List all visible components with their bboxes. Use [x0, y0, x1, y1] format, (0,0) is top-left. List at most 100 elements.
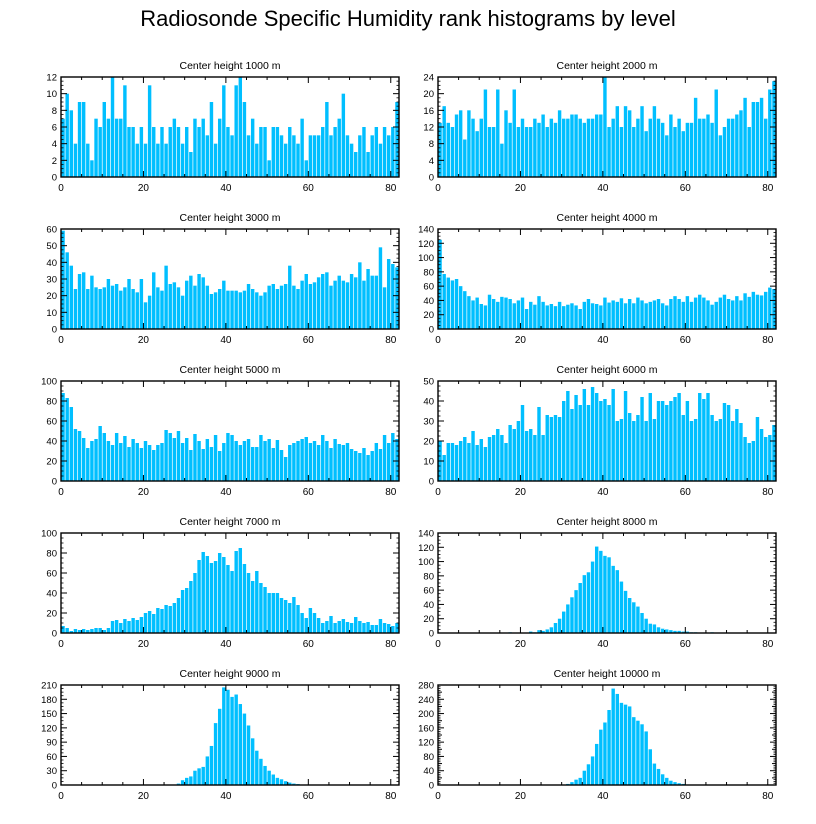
histogram-bar — [450, 127, 455, 177]
histogram-bar — [607, 127, 611, 177]
histogram-bar — [378, 247, 383, 329]
histogram-bar — [164, 143, 168, 177]
histogram-bar — [349, 143, 354, 177]
x-tick-label: 40 — [220, 487, 232, 498]
histogram-bar — [520, 405, 525, 481]
histogram-bar — [483, 447, 488, 481]
histogram-bar — [648, 623, 652, 633]
histogram-bar — [292, 783, 296, 785]
histogram-bar — [681, 631, 685, 633]
y-tick-label: 16 — [423, 106, 434, 117]
histogram-bar — [660, 401, 665, 481]
x-tick-label: 0 — [58, 791, 64, 802]
histogram-bar — [768, 89, 772, 177]
histogram-bar — [217, 289, 222, 329]
histogram-bar — [304, 618, 308, 633]
histogram-bar — [772, 289, 776, 329]
histogram-bar — [549, 304, 554, 329]
histogram-bar — [442, 274, 446, 329]
histogram-bar — [718, 135, 723, 177]
x-tick-label: 60 — [680, 639, 692, 650]
histogram-bar — [374, 625, 379, 633]
histogram-bar — [553, 306, 558, 329]
histogram-bar — [739, 110, 743, 177]
histogram-bar — [147, 295, 152, 329]
histogram-bar — [185, 127, 189, 177]
histogram-bar — [562, 306, 566, 329]
histogram-bar — [656, 768, 661, 785]
x-tick-label: 80 — [385, 335, 397, 346]
histogram-bar — [549, 627, 554, 633]
x-tick-label: 60 — [303, 487, 315, 498]
histogram-bar — [718, 297, 723, 329]
histogram-bar — [763, 437, 768, 481]
histogram-bar — [250, 581, 255, 633]
histogram-bar — [139, 279, 144, 329]
histogram-bar — [156, 287, 160, 329]
histogram-bar — [557, 618, 562, 633]
histogram-bar — [316, 445, 321, 481]
histogram-bar — [205, 439, 210, 481]
histogram-bar — [73, 629, 78, 633]
histogram-bar — [483, 89, 488, 177]
histogram-bar — [119, 118, 123, 177]
histogram-bar — [566, 604, 570, 633]
histogram-bar — [382, 127, 387, 177]
histogram-bar — [557, 110, 562, 177]
histogram-panel: Center height 7000 m 0 20 40 60 80 0 20 40 60 80 10… — [41, 516, 400, 650]
histogram-bar — [193, 434, 197, 481]
histogram-bar — [217, 118, 222, 177]
histogram-bar — [743, 293, 747, 329]
histogram-bar — [640, 300, 644, 329]
histogram-bar — [446, 443, 451, 481]
histogram-bar — [382, 623, 387, 633]
histogram-bar — [349, 274, 354, 329]
histogram-bar — [714, 421, 718, 481]
histogram-bar — [759, 429, 764, 481]
histogram-bar — [308, 135, 313, 177]
histogram-bar — [201, 277, 205, 329]
histogram-bar — [487, 437, 492, 481]
histogram-bar — [632, 602, 636, 633]
histogram-bar — [354, 152, 358, 177]
histogram-bar — [106, 279, 111, 329]
x-tick-label: 80 — [762, 791, 774, 802]
histogram-bar — [644, 618, 648, 633]
histogram-bar — [312, 282, 317, 329]
y-tick-label: 40 — [46, 437, 57, 448]
histogram-bar — [366, 622, 370, 633]
y-tick-label: 40 — [423, 600, 434, 611]
histogram-bar — [81, 629, 86, 633]
x-tick-label: 60 — [680, 791, 692, 802]
histogram-bar — [570, 597, 574, 633]
histogram-bar — [718, 419, 723, 481]
histogram-bar — [226, 433, 230, 481]
histogram-bar — [516, 127, 521, 177]
x-tick-label: 0 — [435, 791, 441, 802]
x-tick-label: 20 — [138, 791, 150, 802]
histogram-bar — [321, 274, 325, 329]
histogram-bar — [358, 621, 362, 633]
histogram-bar — [615, 106, 620, 177]
histogram-bar — [450, 280, 455, 329]
histogram-bar — [685, 296, 690, 329]
y-tick-label: 30 — [423, 417, 434, 428]
histogram-bar — [341, 445, 346, 481]
histogram-bar — [644, 421, 648, 481]
histogram-bar — [652, 300, 657, 329]
histogram-bar — [611, 389, 615, 481]
histogram-bar — [520, 118, 525, 177]
histogram-bar — [693, 419, 698, 481]
histogram-bar — [114, 433, 119, 481]
histogram-bar — [504, 110, 508, 177]
histogram-bar — [660, 303, 665, 329]
histogram-bar — [209, 563, 214, 633]
histogram-bar — [358, 453, 362, 481]
histogram-bar — [90, 275, 94, 329]
histogram-bar — [271, 593, 275, 633]
histogram-bar — [660, 628, 665, 633]
histogram-bar — [152, 450, 156, 481]
histogram-bar — [487, 127, 492, 177]
histogram-bar — [271, 127, 275, 177]
histogram-bar — [333, 623, 337, 633]
